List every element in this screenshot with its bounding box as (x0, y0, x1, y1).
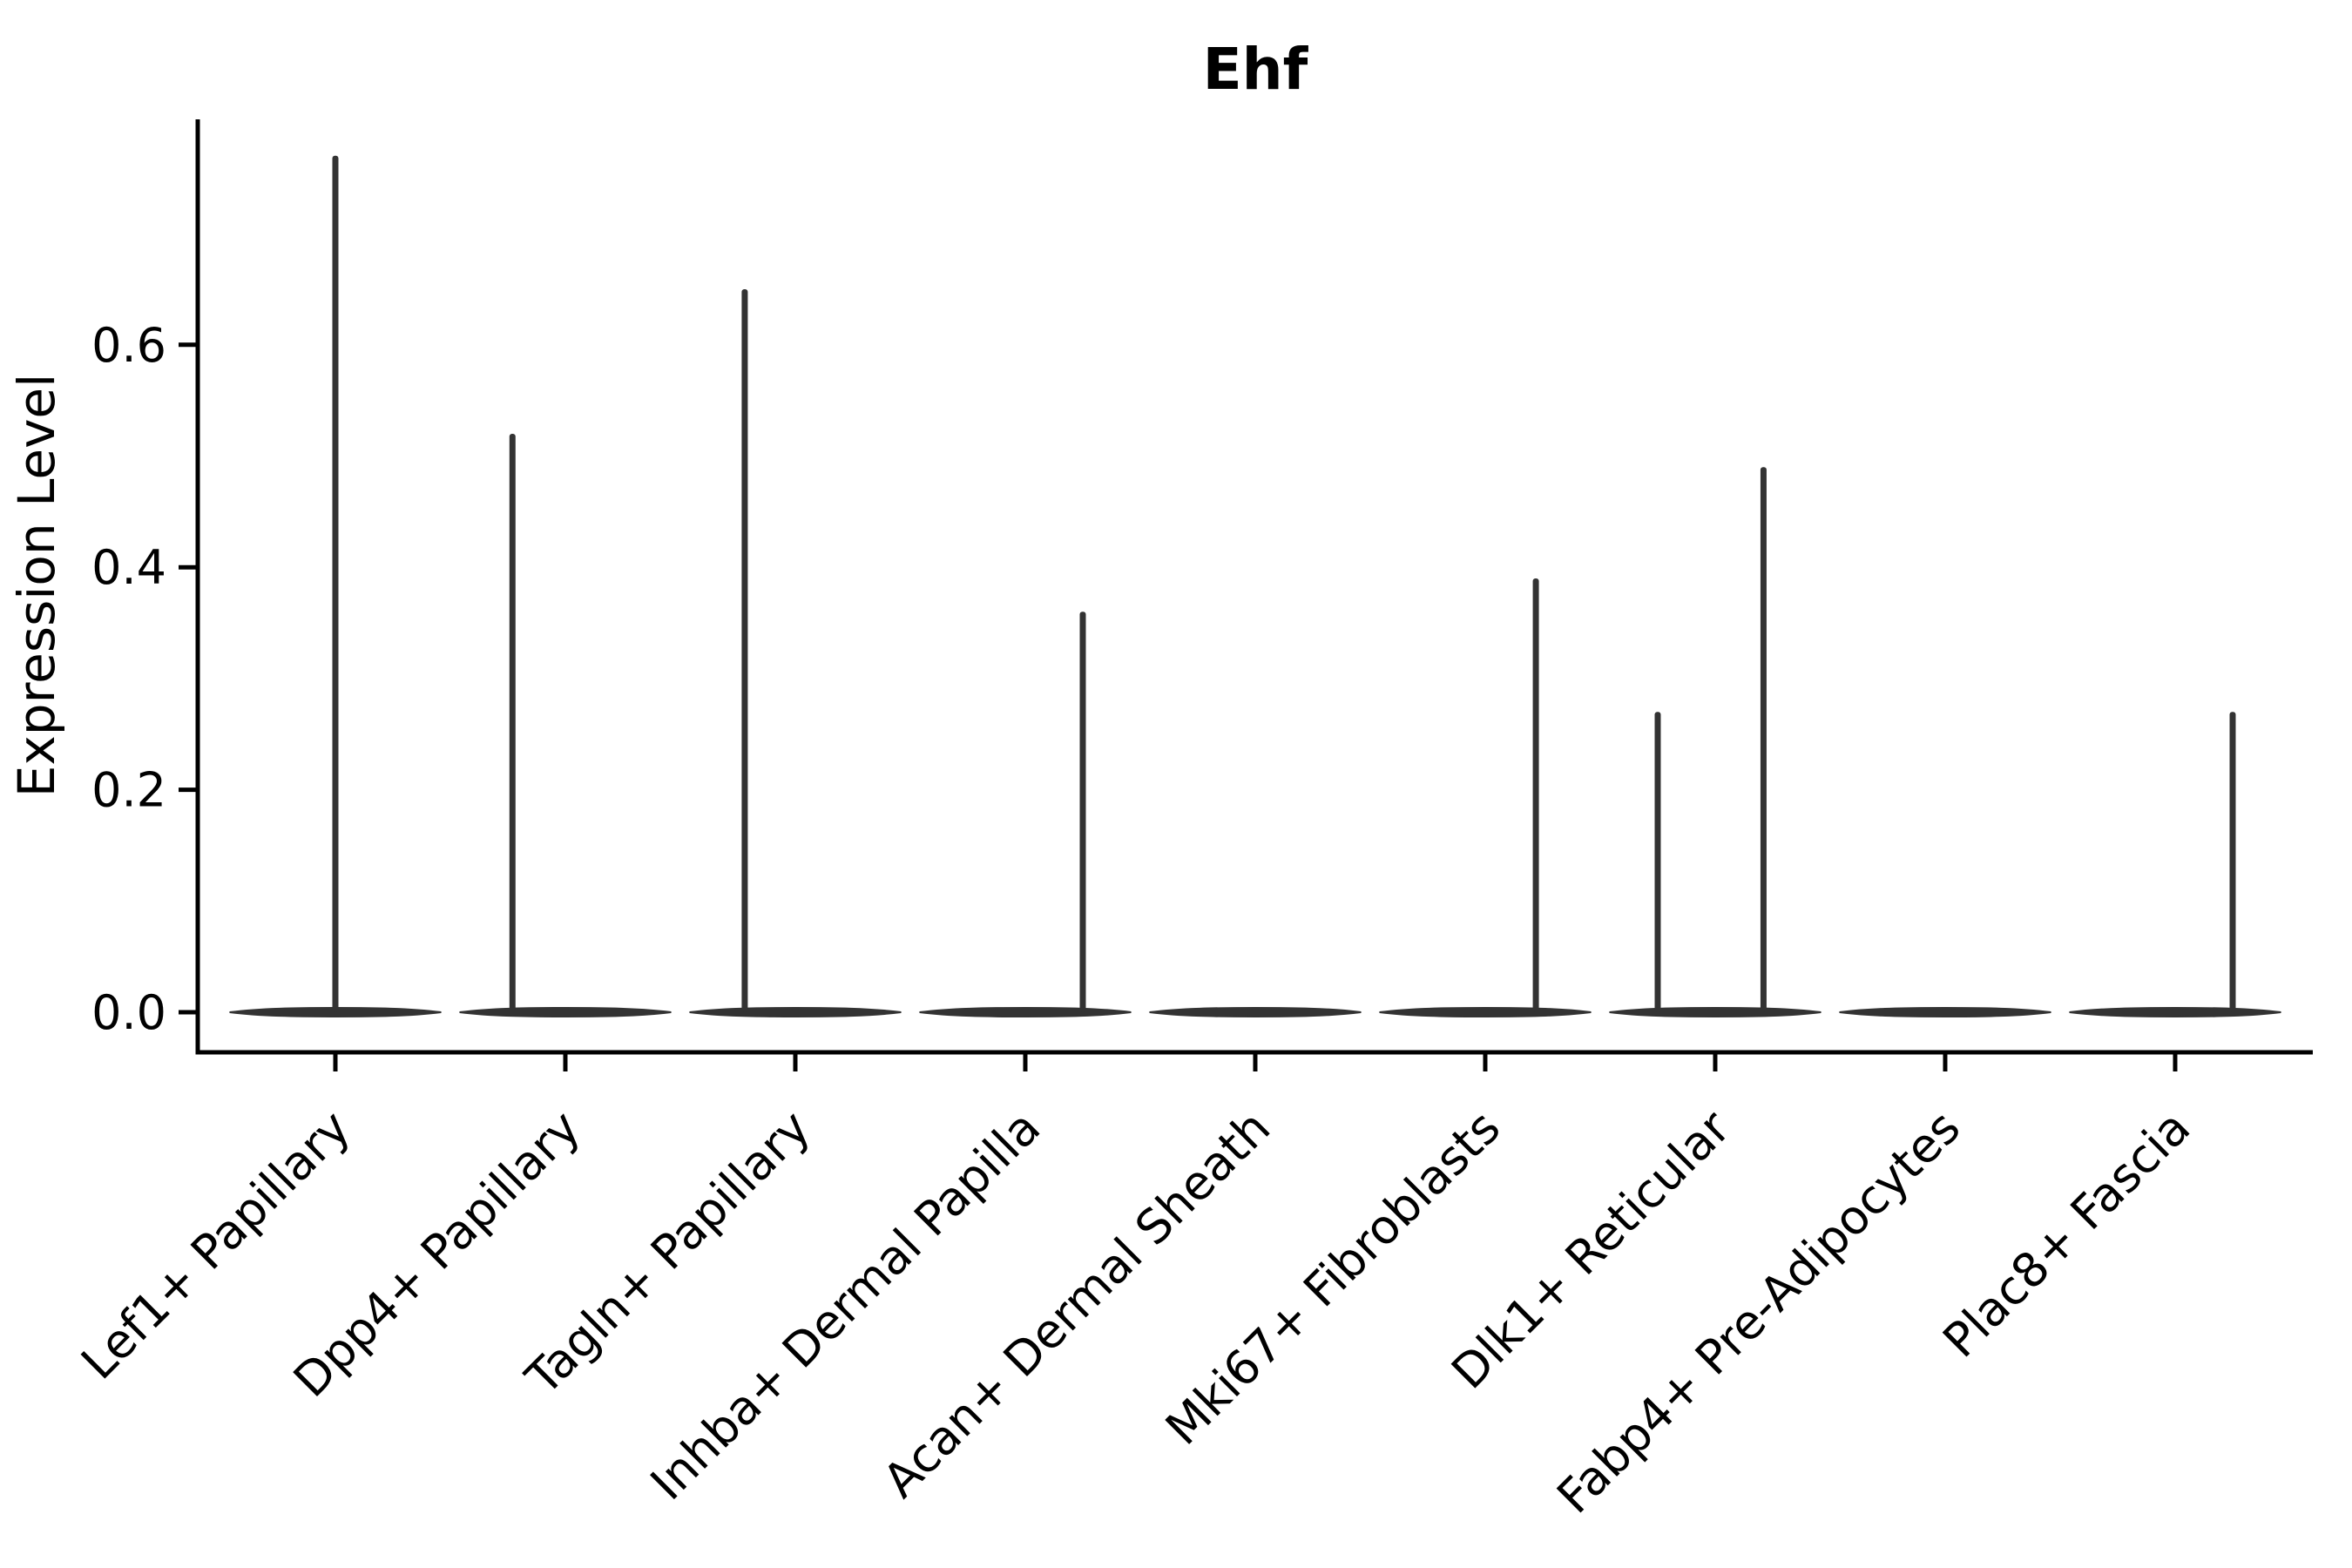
violin-body (919, 1006, 1132, 1018)
violin-body (459, 1006, 672, 1018)
violin-spike (1532, 578, 1539, 1012)
x-tick-label: Fabp4+ Pre-Adipocytes (1546, 1100, 1970, 1524)
y-tick-label: 0.0 (91, 985, 166, 1040)
violin-spike (509, 433, 516, 1013)
y-tick-label: 0.2 (91, 763, 166, 818)
y-tick-label: 0.4 (91, 540, 166, 595)
violin-spike (332, 155, 339, 1012)
violin-spike (2229, 712, 2236, 1012)
chart-title: Ehf (1203, 36, 1309, 103)
violin-body (1609, 1006, 1821, 1018)
violin-body (1379, 1006, 1592, 1018)
x-tick-label: Acan+ Dermal Sheath (873, 1100, 1281, 1508)
violin-spike (1654, 712, 1661, 1012)
x-tick-label: Inhba+ Dermal Papilla (640, 1100, 1051, 1511)
y-axis-label: Expression Level (7, 374, 66, 797)
violin-spike (741, 288, 748, 1012)
violin-body (1839, 1006, 2051, 1018)
y-tick-label: 0.6 (91, 318, 166, 373)
x-tick-label: Plac8+ Fascia (1932, 1100, 2200, 1369)
violin-body (689, 1006, 902, 1018)
violin-body (1149, 1006, 1362, 1018)
violin-spike (1079, 612, 1086, 1012)
violin-spike (1760, 467, 1767, 1012)
violin-body (2069, 1006, 2281, 1018)
